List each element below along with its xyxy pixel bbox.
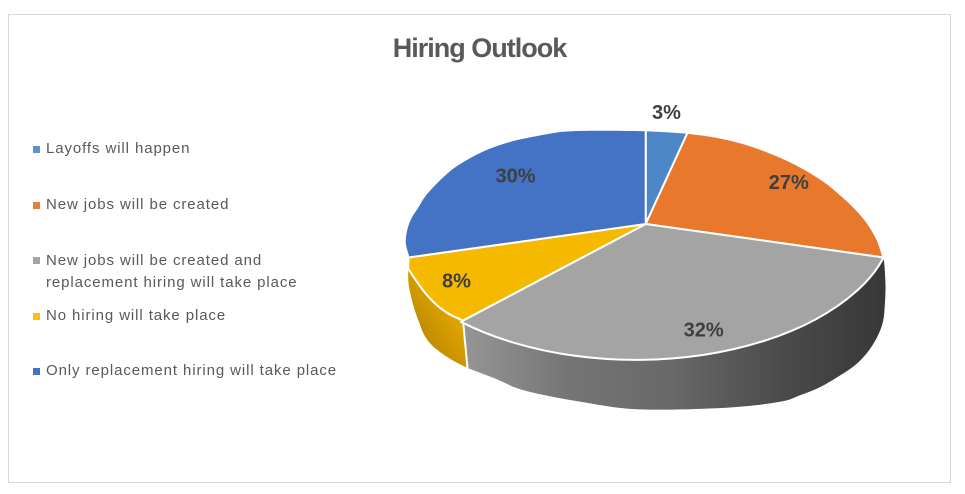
svg-text:8%: 8% xyxy=(442,271,471,293)
svg-text:3%: 3% xyxy=(652,102,681,124)
svg-text:32%: 32% xyxy=(684,320,724,342)
svg-text:30%: 30% xyxy=(495,166,535,188)
svg-text:27%: 27% xyxy=(769,172,809,194)
